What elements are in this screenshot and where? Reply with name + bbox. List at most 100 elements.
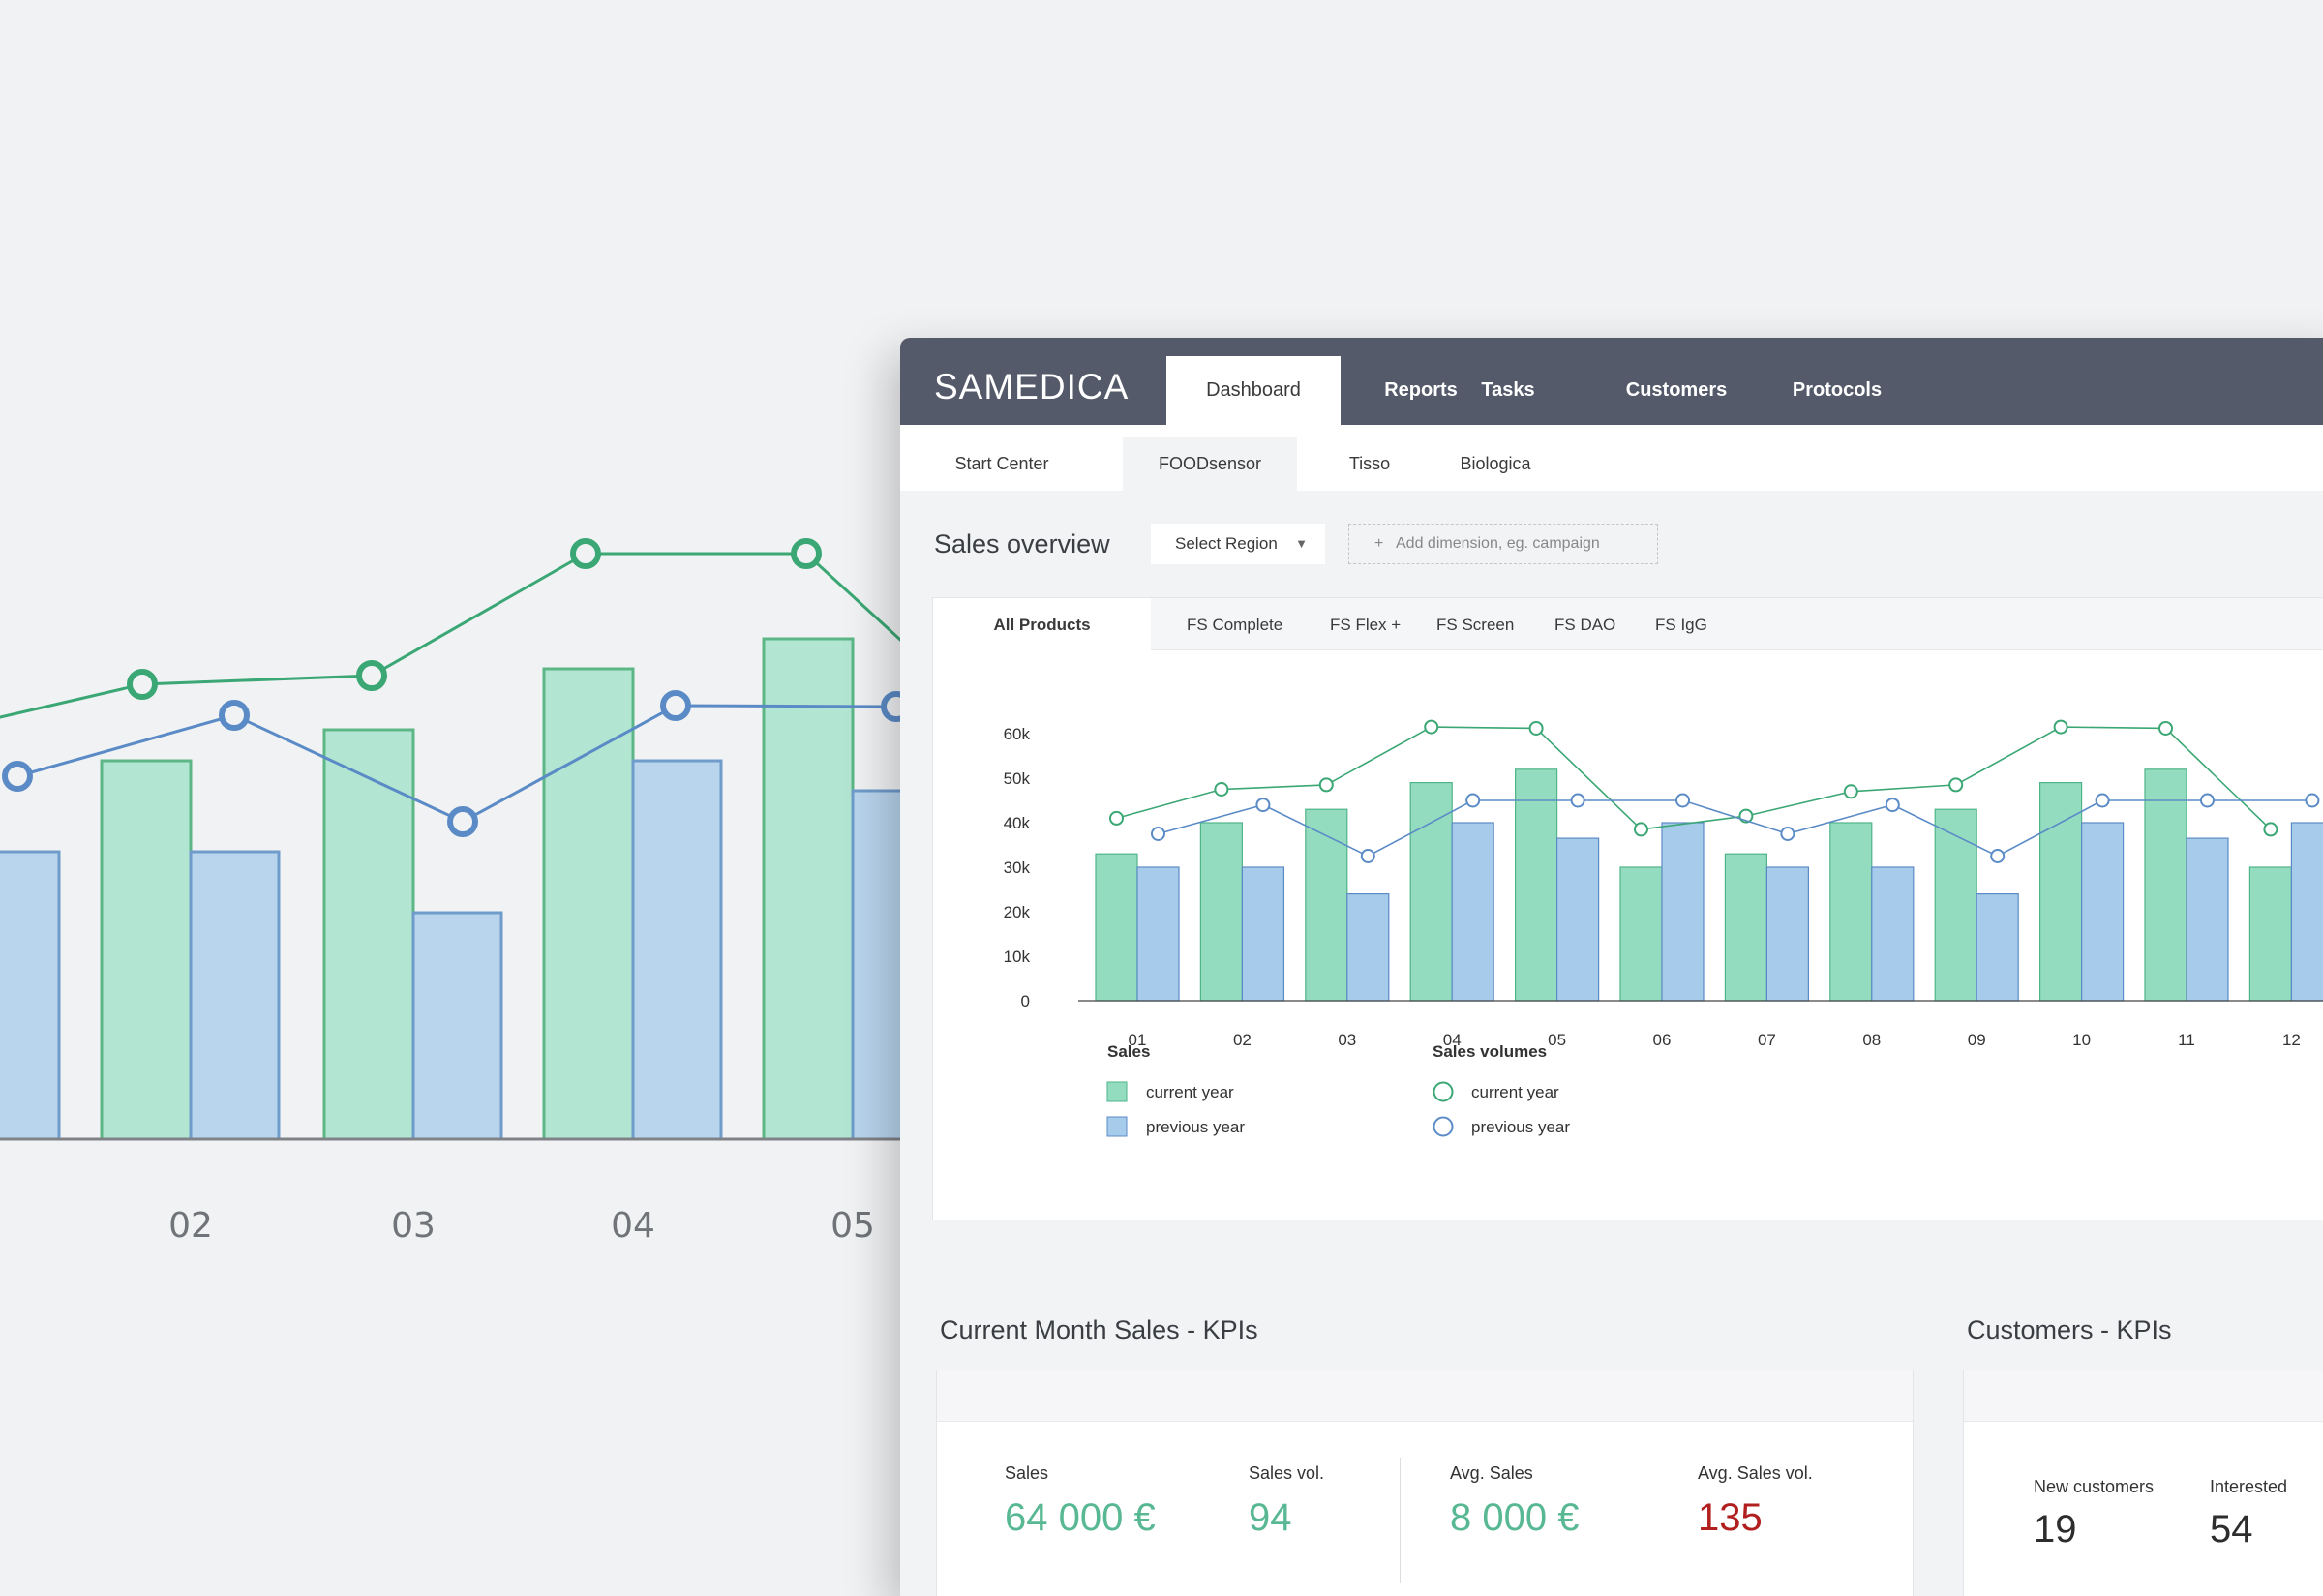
x-tick-label: 12 xyxy=(2282,1031,2301,1049)
marker-volume-current-year xyxy=(1948,777,1964,793)
x-tick-label: 01 xyxy=(1129,1031,1147,1049)
customers-kpis-title: Customers - KPIs xyxy=(1967,1315,2172,1344)
legend-title-sales: Sales xyxy=(1107,1042,1150,1061)
bar-sales-previous-year xyxy=(2290,822,2323,1002)
sales-chart-card: All Products FS Complete FS Flex + FS Sc… xyxy=(932,597,2323,1220)
marker-volume-current-year xyxy=(1528,720,1544,736)
kpi-value-interested: 54 xyxy=(2210,1508,2253,1551)
kpi-value-avg-sales-vol: 135 xyxy=(1698,1496,1763,1539)
card-header xyxy=(937,1370,1913,1422)
bar-sales-previous-year xyxy=(1346,893,1390,1002)
marker-volume-previous-year xyxy=(1151,827,1165,841)
app-logo: SAMEDICA xyxy=(934,367,1130,407)
bg-line-current xyxy=(0,552,912,719)
marker-volume-previous-year xyxy=(1885,798,1900,813)
nav-tab-protocols[interactable]: Protocols xyxy=(1792,379,1883,401)
marker-volume-current-year xyxy=(1843,784,1858,799)
product-tab-all-products[interactable]: All Products xyxy=(933,598,1151,650)
x-tick-label: 09 xyxy=(1968,1031,1986,1049)
bar-sales-current-year xyxy=(1095,853,1138,1002)
subnav-tab-tisso[interactable]: Tisso xyxy=(1348,454,1391,473)
chevron-down-icon: ▼ xyxy=(1295,536,1308,551)
bar-sales-current-year xyxy=(2038,782,2083,1002)
bg-bar-previous xyxy=(411,911,503,1141)
bg-bar-current xyxy=(100,759,193,1141)
y-tick-label: 40k xyxy=(1004,814,1031,832)
x-tick-label: 05 xyxy=(1548,1031,1566,1049)
sales-chart: 0 10k 20k 30k 40k 50k 60k 01 02 03 04 05 06 07 08 09 10 1… xyxy=(1004,719,2323,1137)
bg-markers xyxy=(2,538,912,837)
kpi-label-avg-sales: Avg. Sales xyxy=(1450,1463,1533,1483)
marker-volume-current-year xyxy=(2053,719,2068,735)
kpi-label-new-customers: New customers xyxy=(2034,1477,2155,1496)
marker-volume-previous-year xyxy=(1675,793,1690,808)
x-tick-label: 11 xyxy=(2178,1031,2195,1049)
marker-volume-previous-year xyxy=(1990,849,2006,863)
line-volume-previous-year xyxy=(1158,799,2312,858)
y-tick-label: 20k xyxy=(1004,903,1031,921)
bg-tick-label: 03 xyxy=(391,1206,436,1246)
subnav-tab-foodsensor[interactable]: FOODsensor xyxy=(1123,437,1297,491)
legend-label: current year xyxy=(1146,1083,1234,1101)
sales-kpis-title: Current Month Sales - KPIs xyxy=(940,1315,1258,1344)
product-tab-fs-screen[interactable]: FS Screen xyxy=(1436,616,1515,634)
legend-label: previous year xyxy=(1471,1118,1570,1136)
marker-volume-current-year xyxy=(2158,720,2173,736)
kpi-label-sales: Sales xyxy=(1005,1463,1049,1483)
marker-volume-previous-year xyxy=(2095,793,2110,808)
legend-title-sales-volumes: Sales volumes xyxy=(1433,1042,1547,1061)
y-tick-label: 10k xyxy=(1004,948,1031,966)
select-region-dropdown[interactable]: Select Region ▼ xyxy=(1151,524,1325,564)
divider xyxy=(1400,1458,1401,1583)
product-tab-fs-flex[interactable]: FS Flex + xyxy=(1330,616,1402,634)
bar-sales-previous-year xyxy=(1241,866,1284,1002)
legend-marker-volume-current xyxy=(1433,1081,1454,1102)
subnav-tab-biologica[interactable]: Biologica xyxy=(1460,454,1531,473)
nav-tab-dashboard[interactable]: Dashboard xyxy=(1166,356,1341,425)
kpi-value-new-customers: 19 xyxy=(2034,1508,2077,1551)
marker-volume-current-year xyxy=(1424,719,1439,735)
x-tick-label: 04 xyxy=(1443,1031,1462,1049)
bar-sales-previous-year xyxy=(1765,866,1810,1002)
kpi-value-sales-vol: 94 xyxy=(1249,1496,1292,1539)
marker-volume-current-year xyxy=(1634,822,1648,837)
nav-tab-reports[interactable]: Reports xyxy=(1384,379,1458,401)
bg-bar-current xyxy=(762,637,855,1141)
kpi-label-interested: Interested xyxy=(2210,1477,2288,1496)
bg-tick-label: 02 xyxy=(168,1206,213,1246)
bar-sales-current-year xyxy=(1724,853,1768,1002)
top-navigation-bar: SAMEDICA Dashboard Reports Tasks Custome… xyxy=(900,338,2323,425)
background-chart: 02 03 04 05 xyxy=(0,538,943,1246)
marker-volume-previous-year xyxy=(1255,798,1271,813)
x-tick-label: 08 xyxy=(1862,1031,1881,1049)
kpi-value-avg-sales: 8 000 € xyxy=(1450,1496,1580,1539)
bar-sales-current-year xyxy=(2248,866,2293,1002)
product-tab-fs-igg[interactable]: FS IgG xyxy=(1655,616,1707,634)
select-region-label: Select Region xyxy=(1175,534,1278,553)
bar-sales-current-year xyxy=(1305,808,1348,1002)
y-tick-label: 60k xyxy=(1004,725,1031,743)
product-tab-fs-complete[interactable]: FS Complete xyxy=(1187,616,1283,634)
bar-sales-current-year xyxy=(1934,808,1977,1002)
subnav-tab-start-center[interactable]: Start Center xyxy=(954,454,1049,473)
nav-tab-tasks[interactable]: Tasks xyxy=(1481,379,1535,401)
y-tick-label: 0 xyxy=(1021,992,1030,1010)
legend-label: previous year xyxy=(1146,1118,1245,1136)
marker-volume-previous-year xyxy=(2200,793,2215,808)
legend-label: current year xyxy=(1471,1083,1559,1101)
y-tick-label: 50k xyxy=(1004,769,1031,788)
x-tick-label: 10 xyxy=(2072,1031,2091,1049)
bg-bar-current xyxy=(542,667,635,1141)
bg-bar-previous xyxy=(189,850,281,1141)
bg-bar-previous xyxy=(0,850,61,1141)
bar-sales-current-year xyxy=(1829,822,1873,1002)
add-dimension-button[interactable]: + Add dimension, eg. campaign xyxy=(1348,524,1658,564)
bar-sales-previous-year xyxy=(1136,866,1180,1002)
x-tick-label: 07 xyxy=(1758,1031,1776,1049)
bar-sales-previous-year xyxy=(1555,837,1600,1002)
nav-tab-customers[interactable]: Customers xyxy=(1625,379,1728,401)
bg-bar-previous xyxy=(631,759,723,1141)
product-tab-fs-dao[interactable]: FS DAO xyxy=(1554,616,1616,634)
bg-bar-current xyxy=(322,728,415,1141)
x-tick-label: 06 xyxy=(1653,1031,1672,1049)
